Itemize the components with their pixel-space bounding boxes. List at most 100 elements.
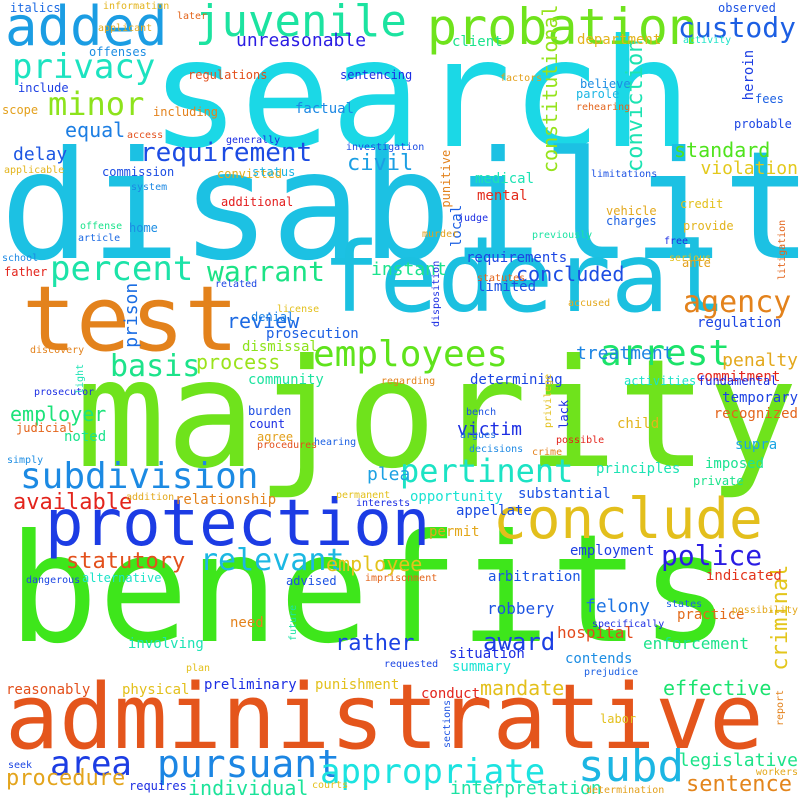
cloud-word-test: test [22,267,239,372]
cloud-word-subdivision: subdivision [20,456,259,497]
cloud-word-search: search [150,8,692,182]
cloud-word-child: child [617,416,660,432]
cloud-word-pursuant: pursuant [157,742,341,786]
cloud-word-bench: bench [466,407,497,418]
cloud-word-robbery: robbery [487,599,555,618]
cloud-word-decisions: decisions [469,444,524,455]
cloud-word-applicable: applicable [4,165,65,176]
cloud-word-arbitration: arbitration [488,569,581,585]
cloud-word-requirement: requirement [140,138,313,168]
cloud-word-argues: argues [460,430,497,441]
cloud-word-states: states [666,599,703,610]
cloud-word-opportunity: opportunity [410,489,503,505]
cloud-word-interpretation: interpretation [450,778,602,799]
cloud-word-provide: provide [683,219,734,233]
cloud-word-award: award [483,628,556,656]
cloud-word-noted: noted [64,429,107,445]
cloud-word-subd: subd [578,741,684,792]
cloud-word-addition: addition [126,492,175,503]
cloud-word-system: system [131,182,168,193]
cloud-word-investigation: investigation [346,142,425,153]
cloud-word-serious: serious [669,253,712,264]
cloud-word-victim: victim [457,419,523,440]
cloud-word-activity: activity [683,35,732,46]
cloud-word-murder: murder [422,229,459,240]
cloud-word-medical: medical [475,171,535,187]
cloud-word-sentencing: sentencing [340,68,413,82]
cloud-word-summary: summary [452,659,512,675]
cloud-word-disposition: disposition [431,260,442,327]
cloud-word-department: department [577,32,662,48]
cloud-word-temporary: temporary [722,390,798,406]
cloud-word-labor: labor [600,712,637,726]
cloud-word-majority: majority [75,328,798,502]
cloud-word-convicted: convicted [217,167,283,181]
cloud-word-later: later [177,11,208,22]
cloud-word-determining: determining [470,372,563,388]
cloud-word-generally: generally [226,135,281,146]
cloud-word-sentence: sentence [686,772,792,797]
cloud-word-juvenile: juvenile [195,0,407,47]
cloud-word-conduct: conduct [421,686,481,702]
cloud-word-home: home [129,221,158,235]
cloud-word-factors: factors [500,73,543,84]
cloud-word-parole: parole [576,87,620,101]
cloud-word-probation: probation [427,0,698,56]
cloud-word-judicial: judicial [16,421,74,435]
cloud-word-include: include [18,81,69,95]
cloud-word-concluded: concluded [516,262,625,286]
cloud-word-previously: previously [532,230,593,241]
cloud-word-practice: practice [677,607,745,623]
cloud-word-civil: civil [347,151,414,176]
cloud-word-employee: employee [326,552,423,576]
cloud-word-mandate: mandate [480,676,565,700]
cloud-word-determination: determination [586,785,665,796]
cloud-word-legislative: legislative [678,750,798,771]
cloud-word-judge: judge [458,213,489,224]
cloud-word-probable: probable [734,117,792,131]
cloud-word-involving: involving [128,636,204,652]
cloud-word-imprisonment: imprisonment [365,573,438,584]
cloud-word-need: need [230,615,264,631]
cloud-word-enforcement: enforcement [643,634,749,653]
cloud-word-process: process [196,350,281,374]
cloud-word-equal: equal [65,118,126,142]
cloud-word-violation: violation [700,158,798,179]
cloud-word-burden: burden [248,404,292,418]
cloud-word-plan: plan [186,663,211,674]
cloud-word-punishment: punishment [315,677,400,693]
cloud-word-denial: denial [251,310,295,324]
cloud-word-dangerous: dangerous [26,575,81,586]
cloud-word-percent: percent [50,249,194,289]
cloud-word-client: client [452,34,503,50]
cloud-word-requirements: requirements [466,250,568,266]
cloud-word-seek: seek [8,760,33,771]
cloud-word-conclude: conclude [493,487,763,552]
cloud-word-litigation: litigation [777,219,788,280]
cloud-word-felony: felony [585,596,651,617]
cloud-word-mental: mental [477,188,528,204]
cloud-word-employer: employer [10,402,107,426]
cloud-word-permit: permit [429,524,480,540]
cloud-word-reasonably: reasonably [6,682,91,698]
cloud-word-workers: workers [755,767,798,778]
cloud-word-commission: commission [102,165,175,179]
cloud-word-vehicle: vehicle [606,204,657,218]
cloud-word-alternative: alternative [82,571,162,585]
cloud-word-fees: fees [755,92,784,106]
cloud-word-possibility: possibility [731,605,798,616]
cloud-word-procedure: procedure [6,766,126,791]
cloud-word-observed: observed [718,1,776,15]
cloud-word-situation: situation [449,646,525,662]
cloud-word-father: father [4,265,48,279]
cloud-word-offense: offense [80,221,123,232]
cloud-word-employees: employees [313,334,509,375]
cloud-word-recognized: recognized [713,406,798,422]
cloud-word-regulations: regulations [188,68,268,82]
cloud-word-warrant: warrant [207,255,326,288]
cloud-word-relevant: relevant [200,543,345,578]
cloud-word-agency: agency [683,285,792,320]
cloud-word-statutes: statutes [477,273,526,284]
cloud-word-employment: employment [570,543,655,559]
cloud-word-crime: crime [532,447,563,458]
